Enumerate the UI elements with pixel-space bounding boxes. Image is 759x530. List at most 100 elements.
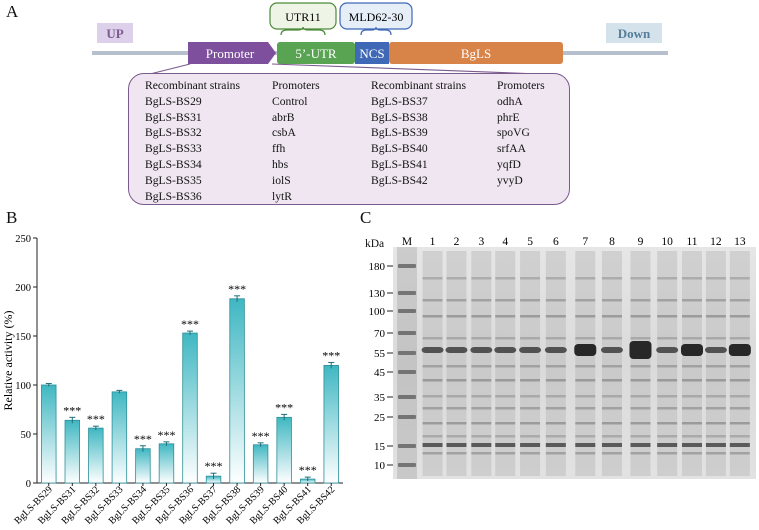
target-band (629, 341, 652, 359)
table-cell: hbs (272, 157, 289, 171)
lane-band (705, 422, 726, 425)
target-band (544, 347, 567, 353)
lane-band (495, 277, 516, 280)
lane-band (729, 299, 750, 302)
table-cell: lytR (272, 189, 292, 203)
panel-label-c: C (360, 208, 372, 227)
significance-label: *** (181, 317, 199, 331)
marker-band (398, 395, 416, 399)
lane-band (682, 452, 702, 455)
lane-band (682, 365, 702, 368)
lane-band (545, 422, 566, 425)
bar (64, 419, 81, 484)
y-tick-label: 200 (15, 283, 31, 294)
lane-smear (682, 251, 702, 476)
lane-band (446, 379, 467, 382)
lane-band (657, 407, 678, 410)
lane-band (422, 407, 443, 410)
lane-band (575, 395, 596, 398)
y-tick-label: 100 (15, 381, 31, 392)
lane-band (520, 337, 541, 340)
utr-variant-callout (269, 2, 337, 30)
lane-band (422, 365, 443, 368)
table-cell: BgLS-BS41 (371, 157, 428, 171)
target-band (519, 347, 542, 353)
lane-band (495, 395, 516, 398)
lane-band (601, 435, 622, 438)
marker-lane (397, 247, 417, 479)
lane-band (601, 299, 622, 302)
bar (135, 448, 151, 484)
lane-band (446, 315, 467, 318)
low-band (446, 443, 467, 447)
y-tick-label: 50 (21, 430, 32, 441)
lane-smear (705, 251, 726, 476)
lane-band (601, 422, 622, 425)
lane-band (705, 299, 726, 302)
lane-band (657, 452, 678, 455)
lane-band (471, 395, 492, 398)
promoter-label: Promoter (206, 46, 255, 61)
lane-band (630, 435, 651, 438)
lane-band (422, 422, 443, 425)
marker-size-label: 55 (374, 348, 386, 360)
lane-band (575, 315, 596, 318)
lane-band (520, 379, 541, 382)
target-band (681, 344, 703, 356)
significance-label: *** (322, 348, 340, 362)
lane-band (682, 299, 702, 302)
table-cell: phrE (497, 110, 520, 124)
table-cell: BgLS-BS40 (371, 142, 428, 156)
lane-band (729, 365, 750, 368)
ncs-brace (360, 26, 392, 36)
y-tick-label: 0 (26, 479, 31, 490)
lane-smear (520, 251, 541, 476)
table-col-strains-right: Recombinant strains BgLS-BS37 BgLS-BS38 … (371, 78, 466, 189)
lane-band (545, 299, 566, 302)
marker-band (398, 415, 416, 419)
lane-band (495, 435, 516, 438)
lane-band (471, 337, 492, 340)
marker-size-label: 70 (374, 328, 386, 340)
lane-band (657, 395, 678, 398)
marker-size-label: 35 (374, 392, 386, 404)
lane-label: 7 (582, 236, 588, 248)
marker-band (398, 309, 416, 313)
lane-band (705, 452, 726, 455)
low-band (422, 443, 443, 447)
target-band (704, 347, 727, 353)
lane-label: 6 (553, 236, 559, 248)
bar (252, 444, 269, 484)
lane-band (657, 435, 678, 438)
lane-band (545, 435, 566, 438)
lane-band (657, 277, 678, 280)
lane-smear (657, 251, 678, 476)
lane-band (575, 379, 596, 382)
lane-band (630, 422, 651, 425)
marker-band (398, 444, 416, 448)
lane-band (422, 452, 443, 455)
low-band (575, 443, 596, 447)
table-cell: BgLS-BS42 (371, 173, 428, 187)
marker-band (398, 351, 416, 355)
lane-band (446, 277, 467, 280)
bar (158, 443, 175, 484)
lane-band (630, 407, 651, 410)
lane-band (682, 315, 702, 318)
gene-label: BgLS (461, 46, 491, 61)
lane-band (705, 277, 726, 280)
lane-band (545, 452, 566, 455)
marker-size-label: 180 (369, 261, 386, 273)
lane-smear (495, 251, 516, 476)
lane-band (520, 407, 541, 410)
lane-band (422, 337, 443, 340)
lane-band (601, 315, 622, 318)
utr-label: 5’-UTR (295, 46, 336, 61)
lane-band (495, 315, 516, 318)
marker-size-label: 15 (374, 441, 386, 453)
y-tick-label: 250 (15, 234, 31, 245)
target-band (494, 347, 517, 353)
lane-band (446, 395, 467, 398)
table-cell: yvyD (497, 173, 523, 187)
